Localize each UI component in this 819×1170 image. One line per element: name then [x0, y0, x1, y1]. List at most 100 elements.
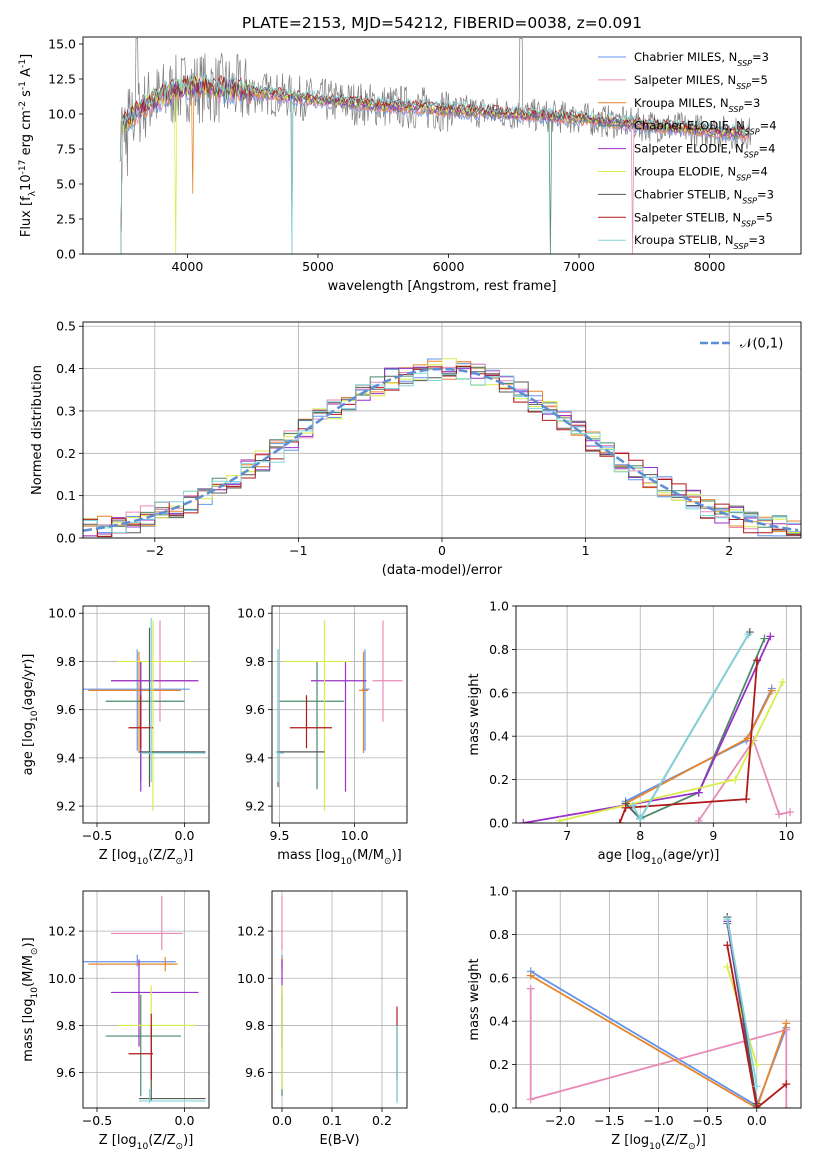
axes-frame	[82, 605, 210, 824]
weight-line-chabrier-elodie	[639, 638, 766, 820]
weight-marker	[752, 1060, 761, 1069]
x-tick-label: 0.0	[175, 1113, 195, 1128]
axes-frame	[82, 36, 802, 255]
x-axis-label: Z [log10(Z/Z⊙)]	[99, 1133, 194, 1152]
legend-label: Chabrier ELODIE, NSSP=4	[634, 119, 777, 137]
y-tick-label: 0.4	[489, 729, 509, 744]
weight-marker	[744, 630, 753, 639]
x-tick-label: 7	[563, 828, 571, 843]
x-tick-label: 0	[438, 543, 446, 558]
weight-vs-age-panel: 7 8 9 10 0.0 0.2 0.4 0.6 0.8 1.0 age [log10(age/yr…	[467, 599, 802, 867]
y-tick-label: 0.1	[56, 488, 76, 503]
weight-marker	[723, 941, 732, 950]
mass-vs-Z-panel: −0.5 0.0 9.6 9.8 10.0 10.2 Z [log10(Z/Z⊙)] mass…	[21, 890, 210, 1152]
age-vs-Z-plot-area	[83, 618, 206, 811]
y-tick-label: 10.2	[48, 924, 76, 939]
weight-marker	[778, 677, 787, 686]
y-tick-label: 0.4	[489, 1014, 509, 1029]
x-tick-label: 8000	[694, 259, 726, 274]
y-tick-label: 5.0	[56, 177, 76, 192]
mass-vs-EBV-plot-area	[281, 895, 398, 1104]
histogram-salpeter-stelib	[83, 365, 801, 537]
y-tick-label: 9.6	[245, 702, 265, 717]
age-vs-mass-panel: 9.5 10.0 9.2 9.4 9.6 9.8 10.0 mass [log10(M/M⊙)…	[237, 605, 408, 867]
y-tick-label: 0.6	[489, 970, 509, 985]
axes-frame	[271, 605, 408, 824]
x-tick-label: −1	[289, 543, 307, 558]
weight-marker	[753, 656, 762, 665]
weight-marker	[786, 808, 795, 817]
axes-frame	[515, 605, 802, 824]
legend-label: Kroupa STELIB, NSSP=3	[634, 233, 765, 251]
weight-vs-Z-plot-area	[526, 913, 791, 1108]
y-axis-label: Flux [fλ10-17 erg cm-2 s-1 A-1]	[18, 54, 38, 237]
weight-marker	[723, 962, 732, 971]
axes-frame	[515, 890, 802, 1109]
age-vs-Z-panel: −0.5 0.0 9.2 9.4 9.6 9.8 10.0 Z [log10(Z/Z⊙)] ag…	[21, 605, 210, 867]
y-tick-label: 0.0	[56, 531, 76, 546]
x-axis-label: (data-model)/error	[382, 563, 503, 578]
x-tick-label: −0.5	[692, 1113, 722, 1128]
weight-marker	[621, 803, 630, 812]
weight-marker	[782, 1104, 791, 1108]
y-tick-label: 2.5	[56, 212, 76, 227]
weight-marker	[694, 816, 703, 823]
weight-marker	[760, 634, 769, 643]
y-tick-label: 0.2	[489, 772, 509, 787]
y-tick-label: 0.0	[489, 816, 509, 831]
x-tick-label: 10	[778, 828, 794, 843]
weight-line-salpeter-stelib	[618, 660, 759, 823]
weight-marker	[731, 775, 740, 784]
y-tick-label: 9.8	[56, 1018, 76, 1033]
legend-label: Kroupa ELODIE, NSSP=4	[634, 165, 768, 183]
spectrum-plot-area	[119, 38, 752, 254]
legend-label: Salpeter MILES, NSSP=5	[634, 73, 768, 91]
x-axis-label: age [log10(age/yr)]	[598, 848, 720, 867]
weight-line-salpeter-miles	[697, 738, 791, 822]
legend-label: Chabrier STELIB, NSSP=3	[634, 187, 774, 205]
legend-label: Chabrier MILES, NSSP=3	[634, 50, 769, 68]
x-tick-label: −1.0	[643, 1113, 673, 1128]
x-tick-label: 0.0	[175, 828, 195, 843]
weight-marker	[742, 795, 751, 804]
legend-label: Kroupa MILES, NSSP=3	[634, 96, 760, 114]
y-tick-label: 9.6	[56, 702, 76, 717]
y-tick-label: 10.0	[48, 971, 76, 986]
weight-marker	[526, 971, 535, 980]
y-tick-label: 0.5	[56, 319, 76, 334]
x-tick-label: 0.2	[372, 1113, 392, 1128]
mass-vs-EBV-panel: 0.0 0.1 0.2 9.6 9.8 10.0 10.2 E(B-V)	[237, 890, 408, 1148]
weight-marker	[694, 788, 703, 797]
histogram-kroupa-stelib	[83, 372, 801, 534]
x-tick-label: 9	[709, 828, 717, 843]
axes-frame	[271, 890, 408, 1109]
y-axis-label: age [log10(age/yr)]	[21, 654, 40, 776]
weight-line-salpeter-miles	[529, 988, 788, 1108]
weight-marker	[615, 819, 624, 823]
y-tick-label: 12.5	[48, 72, 76, 87]
weight-marker	[766, 632, 775, 641]
x-tick-label: −1.5	[594, 1113, 624, 1128]
x-tick-label: −0.5	[82, 1113, 112, 1128]
x-tick-label: 0.1	[322, 1113, 342, 1128]
x-tick-label: 2	[725, 543, 733, 558]
weight-line-salpeter-stelib	[726, 945, 787, 1108]
y-tick-label: 10.0	[48, 606, 76, 621]
weight-marker	[526, 1095, 535, 1104]
y-tick-label: 9.4	[245, 750, 265, 765]
y-tick-label: 10.0	[237, 606, 265, 621]
x-tick-label: 6000	[433, 259, 465, 274]
y-tick-label: 9.4	[56, 750, 76, 765]
axes-frame	[82, 321, 802, 539]
legend-label: Salpeter STELIB, NSSP=5	[634, 210, 773, 228]
weight-line-kroupa-miles	[530, 974, 788, 1108]
x-tick-label: 5000	[302, 259, 334, 274]
weight-marker	[775, 810, 784, 819]
y-tick-label: 1.0	[489, 599, 509, 614]
y-tick-label: 10.0	[48, 107, 76, 122]
y-tick-label: 0.8	[489, 642, 509, 657]
y-tick-label: 0.8	[489, 927, 509, 942]
weight-marker	[628, 801, 637, 810]
y-axis-label: mass weight	[467, 673, 482, 755]
